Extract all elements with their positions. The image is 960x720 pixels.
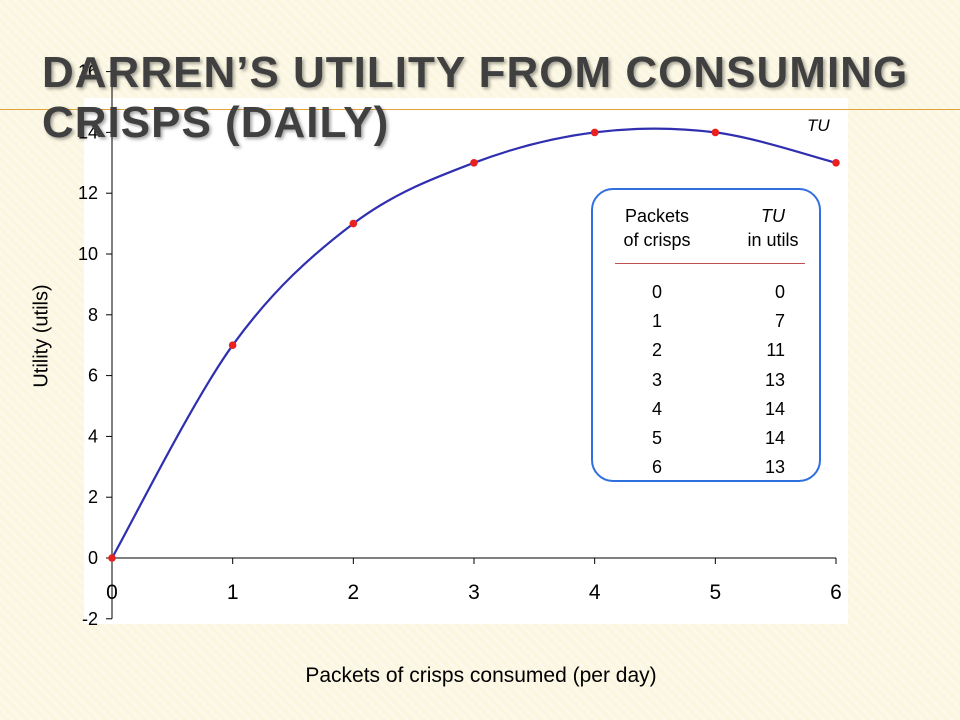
data-point [711,128,720,137]
slide-title: Darren’s utility from consuming crisps (… [42,48,909,147]
y-tick-label: 6 [88,366,98,386]
axes [106,71,837,620]
y-tick-label: 8 [88,305,98,325]
table-header-tu-line2: in utils [747,230,799,250]
x-axis-label-text: Packets of crisps consumed (per day) [305,664,657,687]
data-point [590,128,599,137]
y-tick-label: -2 [82,609,98,629]
table-cell-tu: 14 [764,427,785,448]
x-tick-label: 3 [468,581,480,604]
x-axis-label: Packets of crisps consumed (per day) [0,664,960,688]
table-row: 4 14 [593,395,823,424]
y-tick-label: 2 [88,487,98,507]
table-row: 0 0 [593,278,823,307]
title-rule [0,109,960,110]
table-cell-packets: 6 [651,457,662,478]
table-cell-tu: 11 [766,340,785,361]
table-cell-packets: 1 [651,311,662,332]
table-cell-packets: 0 [651,282,662,302]
table-cell-tu: 0 [774,282,785,302]
y-tick-label: 16 [78,62,98,82]
x-tick-label: 2 [347,581,359,604]
table-cell-tu: 14 [764,398,785,419]
table-rows: 0 0 1 7 2 11 3 13 4 14 5 14 6 13 [593,278,823,482]
y-axis-label-text: Utility (utils) [30,284,53,388]
x-tick-label: 1 [227,581,239,604]
x-tick-label: 5 [709,581,721,604]
data-point [470,159,478,167]
table-header-packets-line2: of crisps [623,230,691,250]
table-header-tu: TU in utils [723,204,823,252]
table-cell-packets: 2 [651,340,662,361]
y-tick-label: 12 [78,183,98,203]
y-tick-label: 4 [88,426,98,446]
table-row: 5 14 [593,424,823,453]
table-divider [615,263,805,264]
table-header-tu-line1: TU [761,206,785,226]
table-row: 6 13 [593,453,823,482]
y-tick-label: 14 [78,122,98,142]
table-row: 3 13 [593,366,823,395]
x-tick-label: 0 [106,581,118,604]
data-table: Packets of crisps TU in utils 0 0 1 7 2 … [591,188,821,482]
x-tick-label: 4 [589,581,601,604]
table-cell-tu: 13 [764,457,785,478]
data-point [228,341,237,350]
y-tick-label: 10 [78,244,98,264]
data-point [832,159,840,167]
x-tick-label: 6 [830,581,842,604]
table-header-packets: Packets of crisps [607,204,707,252]
data-point [349,219,358,228]
table-cell-tu: 7 [774,311,785,332]
data-point [108,554,116,562]
table-cell-packets: 4 [651,398,662,419]
table-row: 2 11 [593,336,823,365]
series-label-tu: TU [807,116,830,135]
y-tick-label: 0 [88,548,98,568]
table-header-packets-line1: Packets [624,206,690,226]
table-row: 1 7 [593,307,823,336]
table-cell-tu: 13 [764,369,785,390]
table-cell-packets: 5 [651,427,662,448]
series-tu [108,127,840,562]
table-cell-packets: 3 [651,369,662,390]
